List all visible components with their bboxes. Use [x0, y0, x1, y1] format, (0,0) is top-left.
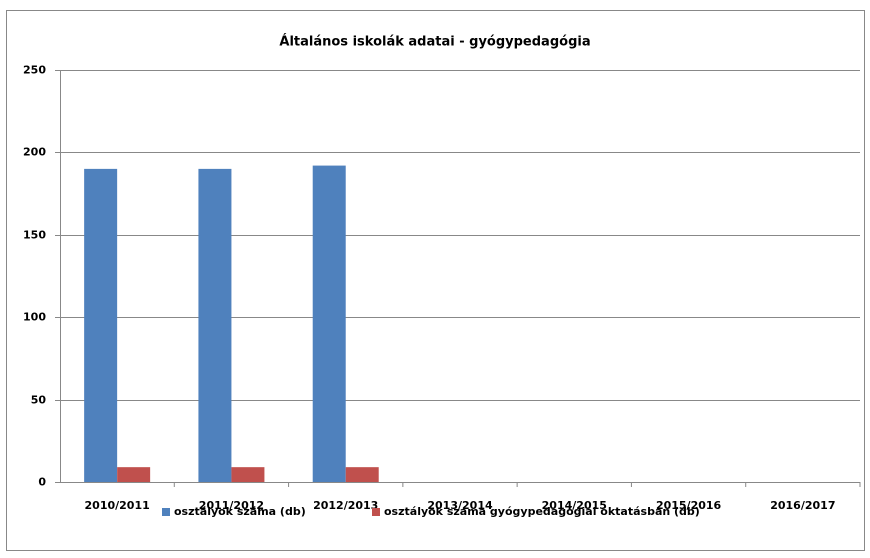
x-tick-label: 2013/2014 [427, 499, 493, 512]
y-tick-label: 100 [23, 311, 46, 324]
y-tick-label: 0 [38, 476, 46, 489]
legend-swatch [162, 508, 170, 516]
y-tick-label: 150 [23, 229, 46, 242]
bar [117, 467, 151, 482]
bar [345, 467, 379, 482]
x-tick-label: 2012/2013 [313, 499, 378, 512]
y-tick-label: 200 [23, 146, 46, 159]
bar [231, 467, 265, 482]
chart-title: Általános iskolák adatai - gyógypedagógi… [279, 34, 590, 50]
y-tick-label: 250 [23, 64, 46, 77]
bar [84, 168, 118, 482]
legend-swatch [372, 508, 380, 516]
bar [312, 165, 346, 483]
x-tick-label: 2010/2011 [85, 499, 150, 512]
bar [198, 168, 232, 482]
legend-label: osztályok száma gyógypedagógiai oktatásb… [384, 505, 700, 518]
x-tick-label: 2015/2016 [656, 499, 722, 512]
chart-border [6, 10, 865, 551]
legend-label: osztályok száma (db) [174, 505, 306, 518]
x-tick-label: 2011/2012 [199, 499, 264, 512]
y-tick-label: 50 [31, 394, 47, 407]
x-tick-label: 2016/2017 [770, 499, 835, 512]
x-tick-label: 2014/2015 [542, 499, 607, 512]
